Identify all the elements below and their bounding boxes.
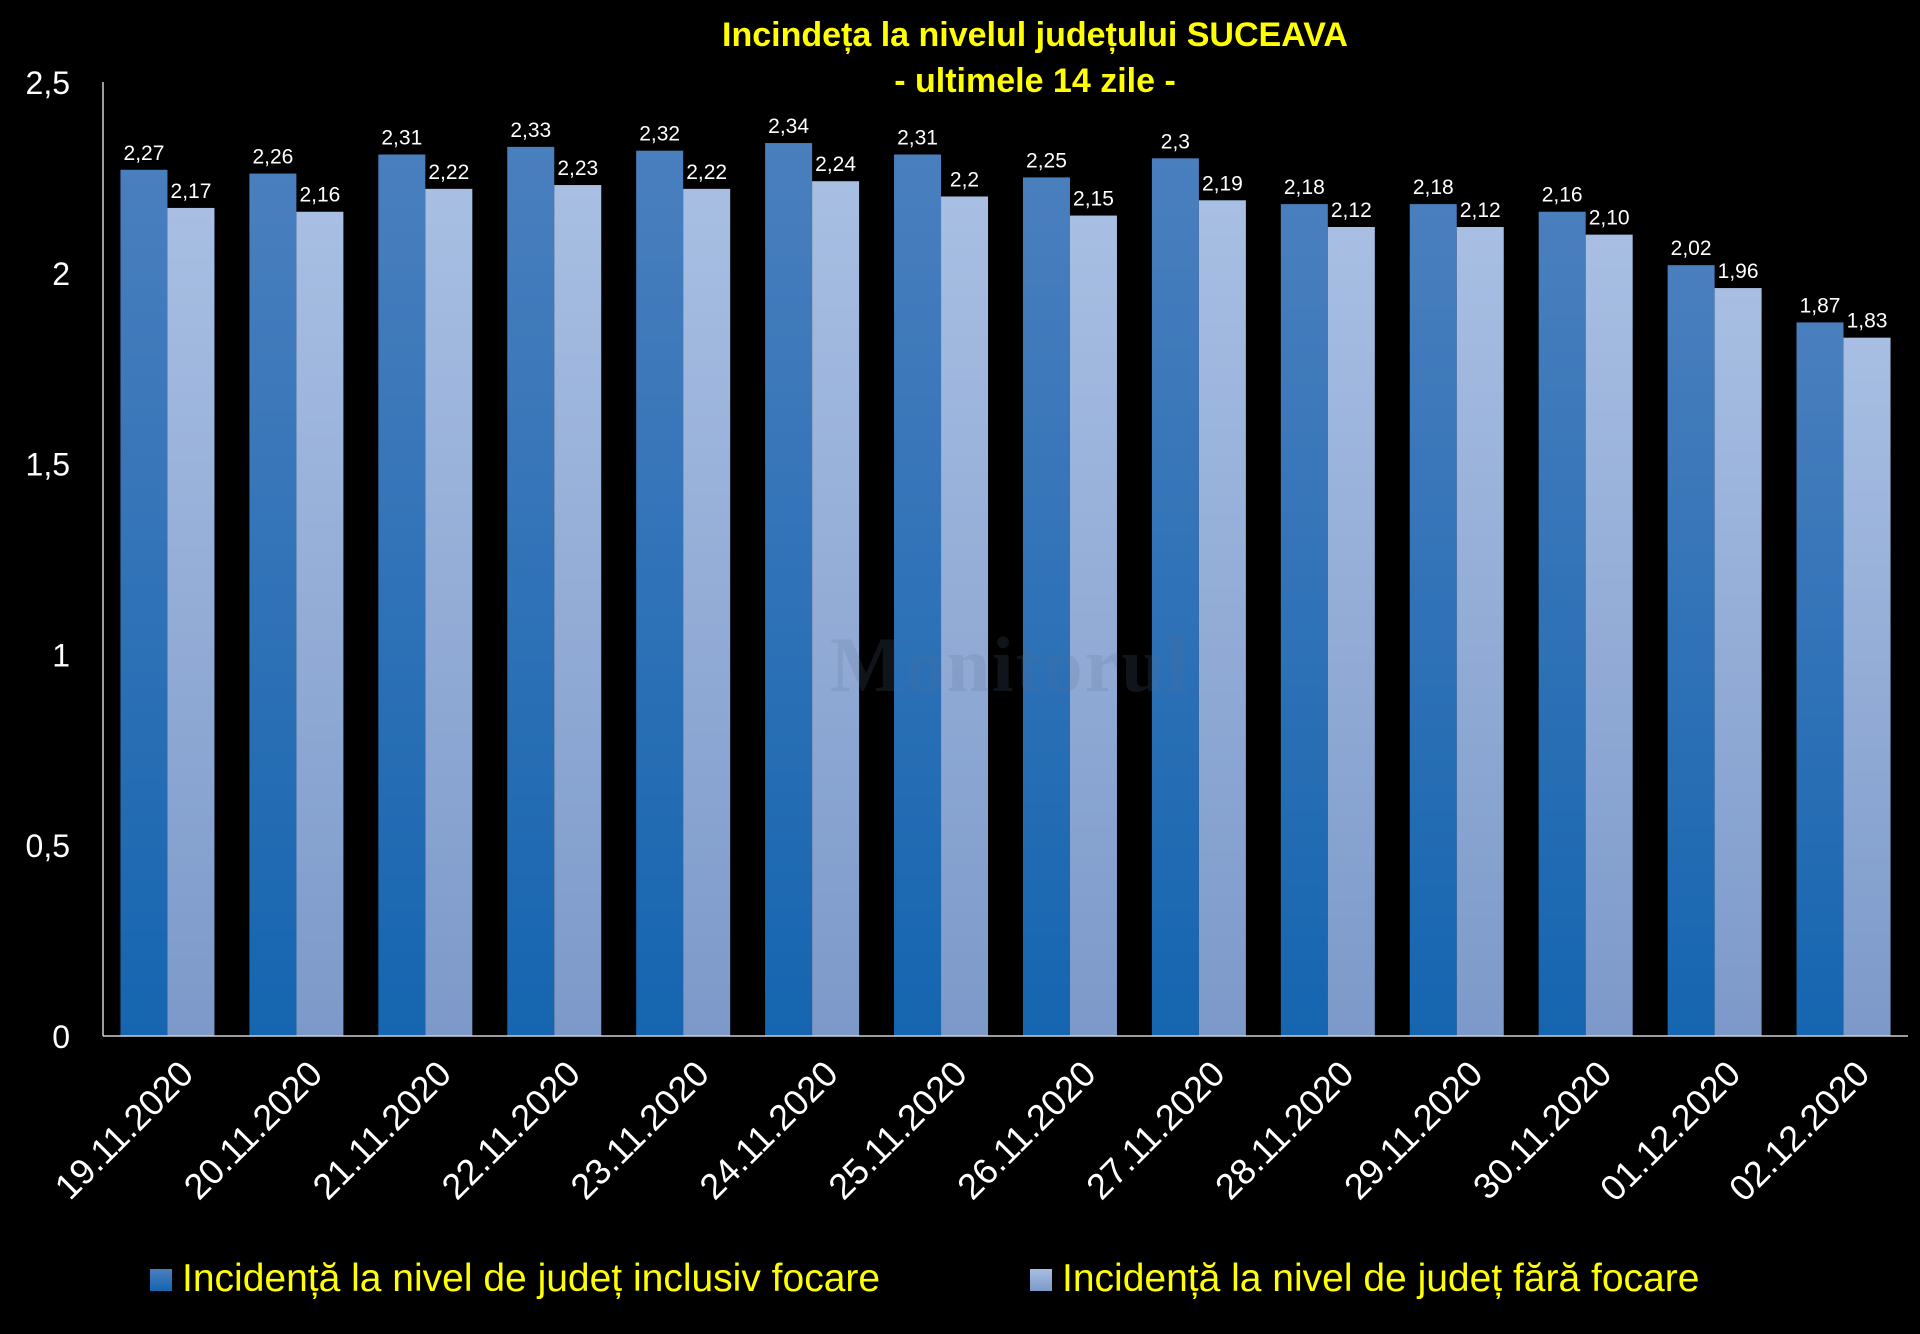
x-tick-label: 24.11.2020 [691, 1053, 846, 1208]
data-label: 1,83 [1847, 310, 1888, 333]
bar-series-1 [1151, 158, 1199, 1036]
x-tick-label: 02.12.2020 [1721, 1053, 1877, 1209]
bar-series-2 [1069, 215, 1117, 1036]
y-tick-label: 1 [52, 637, 70, 673]
bar-series-1 [765, 143, 813, 1036]
y-axis: 0 0,5 1 1,5 2 2,5 [26, 65, 104, 1055]
data-label: 2,32 [639, 123, 680, 146]
data-label: 2,19 [1202, 172, 1243, 195]
bar-series-2 [683, 188, 731, 1036]
data-label: 2,31 [381, 127, 422, 150]
x-tick-label: 20.11.2020 [176, 1053, 331, 1208]
bar-series-1 [378, 154, 426, 1036]
x-tick-label: 26.11.2020 [949, 1053, 1104, 1208]
data-label: 2,24 [815, 153, 856, 176]
bar-series-1 [507, 146, 555, 1036]
data-label: 2,31 [897, 127, 938, 150]
bar-series-2 [1198, 200, 1246, 1036]
y-tick-label: 2 [52, 256, 70, 292]
x-tick-label: 25.11.2020 [820, 1053, 975, 1208]
bar-series-1 [1022, 177, 1070, 1036]
chart-subtitle: - ultimele 14 zile - [894, 62, 1176, 100]
x-tick-label: 22.11.2020 [433, 1053, 588, 1208]
x-tick-label: 27.11.2020 [1078, 1053, 1233, 1208]
bar-series-2 [554, 185, 602, 1037]
data-label: 2,16 [1542, 184, 1583, 207]
bar-series-2 [1456, 227, 1504, 1036]
bar-series-2 [1843, 337, 1891, 1036]
data-label: 2,25 [1026, 149, 1067, 172]
legend-swatch-2 [1030, 1269, 1052, 1291]
chart-title: Incindeța la nivelul județului SUCEAVA [722, 16, 1348, 54]
data-label: 1,87 [1800, 294, 1841, 317]
data-label: 2,27 [124, 142, 165, 165]
data-label: 2,26 [252, 146, 293, 169]
bar-series-2 [167, 207, 215, 1037]
bars: 2,272,172,262,162,312,222,332,232,322,22… [120, 115, 1891, 1037]
x-axis: 19.11.202020.11.202021.11.202022.11.2020… [47, 1035, 1908, 1209]
bar-series-2 [1714, 288, 1762, 1037]
data-label: 2,18 [1284, 176, 1325, 199]
x-tick-label: 23.11.2020 [562, 1053, 717, 1208]
bar-series-2 [812, 181, 860, 1036]
data-label: 2,3 [1161, 130, 1190, 153]
data-label: 2,33 [510, 119, 551, 142]
bar-series-1 [1538, 211, 1586, 1036]
bar-series-1 [120, 169, 168, 1036]
bar-series-1 [1280, 204, 1328, 1036]
x-tick-label: 01.12.2020 [1592, 1053, 1748, 1209]
legend: Incidență la nivel de județ inclusiv foc… [150, 1257, 1699, 1300]
data-label: 2,23 [557, 157, 598, 180]
bar-series-2 [1585, 234, 1633, 1036]
data-label: 2,15 [1073, 188, 1114, 211]
legend-swatch-1 [150, 1269, 172, 1291]
data-label: 2,17 [171, 180, 212, 203]
x-tick-label: 19.11.2020 [47, 1053, 202, 1208]
data-label: 2,02 [1671, 237, 1712, 260]
data-label: 2,34 [768, 115, 809, 138]
bar-series-1 [1667, 265, 1715, 1037]
data-label: 2,18 [1413, 176, 1454, 199]
y-tick-label: 0 [52, 1019, 70, 1055]
y-tick-label: 1,5 [26, 447, 70, 483]
bar-series-1 [636, 150, 684, 1037]
data-label: 2,16 [299, 184, 340, 207]
y-tick-label: 2,5 [26, 65, 70, 101]
legend-label-2: Incidență la nivel de județ fără focare [1062, 1257, 1699, 1300]
y-tick-label: 0,5 [26, 828, 70, 864]
bar-series-1 [894, 154, 942, 1036]
bar-series-2 [1327, 227, 1375, 1036]
data-label: 2,12 [1331, 199, 1372, 222]
bar-series-1 [249, 173, 297, 1037]
legend-label-1: Incidență la nivel de județ inclusiv foc… [182, 1257, 880, 1300]
bar-series-2 [425, 188, 473, 1036]
data-label: 1,96 [1718, 260, 1759, 283]
bar-series-2 [296, 211, 344, 1036]
data-label: 2,12 [1460, 199, 1501, 222]
x-tick-label: 29.11.2020 [1336, 1053, 1491, 1208]
x-tick-label: 21.11.2020 [304, 1053, 459, 1208]
data-label: 2,22 [428, 161, 469, 184]
data-label: 2,22 [686, 161, 727, 184]
data-label: 2,2 [950, 168, 979, 191]
data-label: 2,10 [1589, 207, 1630, 230]
bar-series-1 [1409, 204, 1457, 1036]
bar-series-2 [941, 196, 989, 1037]
bar-series-1 [1796, 322, 1844, 1037]
x-tick-label: 28.11.2020 [1207, 1053, 1362, 1208]
